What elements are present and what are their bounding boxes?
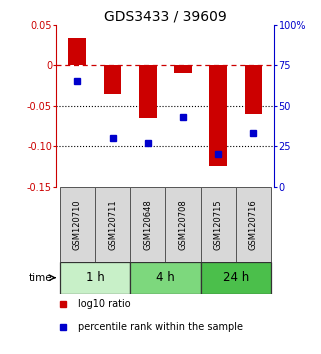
Bar: [174, 65, 192, 73]
Title: GDS3433 / 39609: GDS3433 / 39609: [104, 10, 227, 24]
Bar: [104, 65, 121, 93]
Bar: [139, 65, 157, 118]
Text: GSM120648: GSM120648: [143, 199, 152, 250]
Bar: [60, 262, 130, 293]
Text: percentile rank within the sample: percentile rank within the sample: [78, 322, 243, 332]
Bar: [130, 262, 201, 293]
Bar: [201, 187, 236, 262]
Text: GSM120710: GSM120710: [73, 199, 82, 250]
Text: 24 h: 24 h: [222, 271, 249, 284]
Text: GSM120711: GSM120711: [108, 199, 117, 250]
Bar: [165, 187, 201, 262]
Text: GSM120715: GSM120715: [213, 199, 223, 250]
Bar: [236, 187, 271, 262]
Bar: [68, 38, 86, 65]
Text: log10 ratio: log10 ratio: [78, 299, 131, 309]
Text: 4 h: 4 h: [156, 271, 175, 284]
Bar: [60, 187, 95, 262]
Bar: [201, 262, 271, 293]
Bar: [95, 187, 130, 262]
Bar: [130, 187, 165, 262]
Text: GSM120716: GSM120716: [249, 199, 258, 250]
Text: GSM120708: GSM120708: [178, 199, 187, 250]
Text: 1 h: 1 h: [85, 271, 104, 284]
Bar: [245, 65, 262, 114]
Text: time: time: [28, 273, 52, 283]
Bar: [209, 65, 227, 166]
